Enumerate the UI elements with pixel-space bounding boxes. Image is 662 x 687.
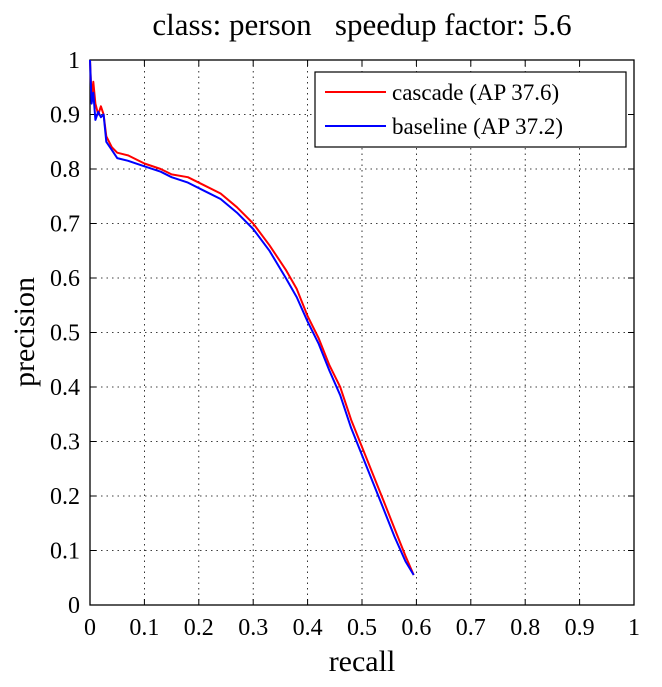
y-tick-label: 0: [68, 593, 80, 619]
y-tick-label: 0.2: [50, 484, 80, 510]
y-tick-label: 0.7: [50, 212, 80, 238]
chart-title: class: person speedup factor: 5.6: [152, 7, 571, 42]
x-tick-label: 0.5: [347, 615, 377, 641]
legend-label-cascade: cascade (AP 37.6): [392, 80, 559, 105]
x-tick-label: 0.8: [510, 615, 540, 641]
y-tick-label: 0.5: [50, 321, 80, 347]
x-tick-label: 0.1: [129, 615, 159, 641]
legend: cascade (AP 37.6) baseline (AP 37.2): [314, 71, 627, 148]
y-axis-label: precision: [8, 277, 41, 387]
y-tick-label: 0.3: [50, 430, 80, 456]
x-tick-label: 0.6: [401, 615, 431, 641]
y-tick-label: 1: [68, 48, 80, 74]
y-tick-label: 0.8: [50, 157, 80, 183]
series-line-baseline: [89, 59, 415, 576]
y-tick-label: 0.1: [50, 539, 80, 565]
series-line-cascade: [89, 59, 415, 576]
x-tick-label: 0.7: [456, 615, 486, 641]
legend-label-baseline: baseline (AP 37.2): [392, 114, 563, 139]
x-tick-label: 0.9: [565, 615, 595, 641]
x-tick-label: 0: [84, 615, 96, 641]
series-lines: [89, 59, 415, 576]
x-tick-label: 0.3: [238, 615, 268, 641]
x-tick-label: 1: [628, 615, 640, 641]
y-tick-label: 0.4: [50, 375, 80, 401]
y-tick-label: 0.9: [50, 103, 80, 129]
axis-ticks: 0 0.1 0.2 0.3 0.4 0.5 0.6 0.7 0.8 0.9 1 0 0.1 0.2 0.3 0…: [50, 48, 640, 641]
legend-box: [314, 71, 627, 148]
x-tick-label: 0.2: [184, 615, 214, 641]
x-axis-label: recall: [329, 645, 396, 678]
y-tick-label: 0.6: [50, 266, 80, 292]
x-tick-label: 0.4: [293, 615, 323, 641]
